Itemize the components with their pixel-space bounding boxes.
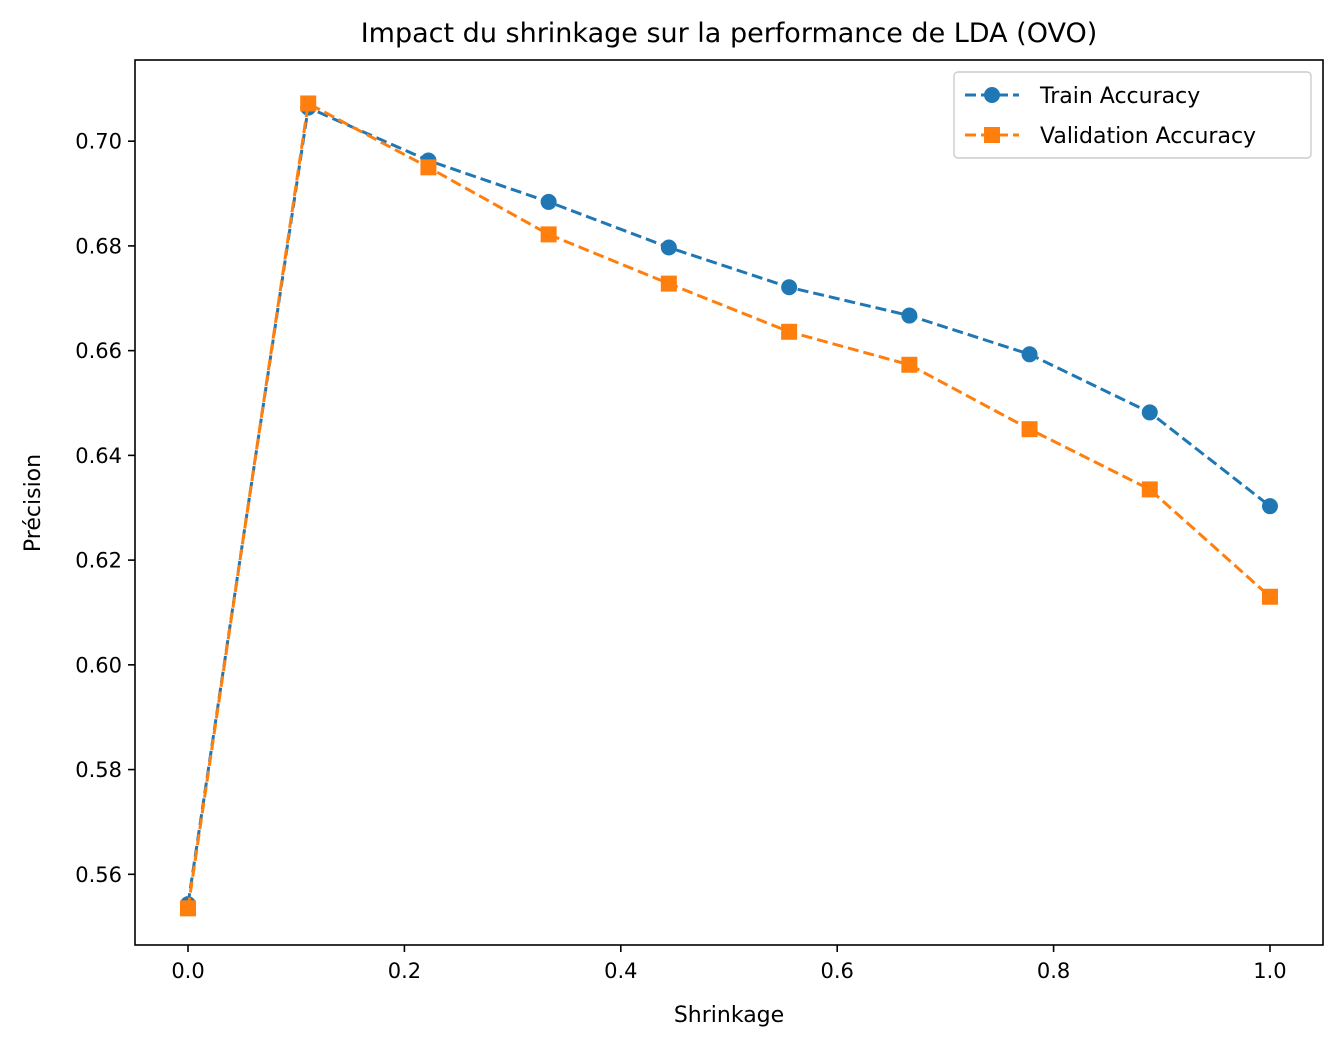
data-point	[1141, 481, 1158, 498]
x-tick-label: 0.8	[1037, 959, 1070, 983]
x-tick-label: 0.0	[171, 959, 204, 983]
series-line	[186, 101, 1271, 909]
series-validation-accuracy	[180, 95, 1278, 917]
data-point	[420, 159, 437, 176]
y-tick-label: 0.70	[75, 130, 122, 154]
legend-label: Train Accuracy	[1039, 84, 1200, 109]
series-line	[186, 106, 1271, 905]
data-point	[781, 323, 798, 340]
y-tick-label: 0.56	[75, 863, 122, 887]
y-tick-label: 0.66	[75, 339, 122, 363]
x-axis-label: Shrinkage	[674, 1003, 784, 1028]
data-point	[781, 279, 798, 296]
x-tick-label: 1.0	[1253, 959, 1286, 983]
data-point	[540, 193, 557, 210]
plot-frame	[134, 59, 1324, 946]
y-tick-label: 0.68	[75, 234, 122, 258]
legend-marker	[984, 87, 1000, 103]
data-point	[1021, 421, 1038, 438]
y-tick-label: 0.58	[75, 758, 122, 782]
data-point	[300, 95, 317, 112]
y-axis-label: Précision	[21, 454, 46, 552]
data-point	[901, 356, 918, 373]
x-tick-label: 0.6	[820, 959, 853, 983]
legend: Train Accuracy Validation Accuracy	[953, 71, 1312, 159]
legend-box	[953, 71, 1312, 159]
data-point	[1021, 346, 1038, 363]
data-point	[180, 900, 197, 917]
legend-label: Validation Accuracy	[1040, 124, 1256, 149]
data-point	[1261, 588, 1278, 605]
y-tick-label: 0.64	[75, 444, 122, 468]
data-point	[1261, 498, 1278, 515]
legend-marker	[984, 127, 1000, 143]
y-tick-label: 0.60	[75, 653, 122, 677]
chart-title: Impact du shrinkage sur la performance d…	[361, 18, 1098, 49]
legend-entry: Train Accuracy	[965, 84, 1200, 109]
data-point	[660, 275, 677, 292]
x-axis: 0.0 0.2 0.4 0.6 0.8 1.0	[171, 945, 1287, 983]
data-point	[901, 307, 918, 324]
data-point	[1141, 404, 1158, 421]
y-tick-label: 0.62	[75, 549, 122, 573]
data-point	[540, 226, 557, 243]
x-tick-label: 0.4	[604, 959, 637, 983]
series-train-accuracy	[180, 99, 1278, 913]
legend-entry: Validation Accuracy	[965, 124, 1256, 149]
x-tick-label: 0.2	[388, 959, 421, 983]
y-axis: 0.56 0.58 0.60 0.62 0.64 0.66 0.68 0.70	[75, 130, 135, 887]
data-point	[660, 239, 677, 256]
